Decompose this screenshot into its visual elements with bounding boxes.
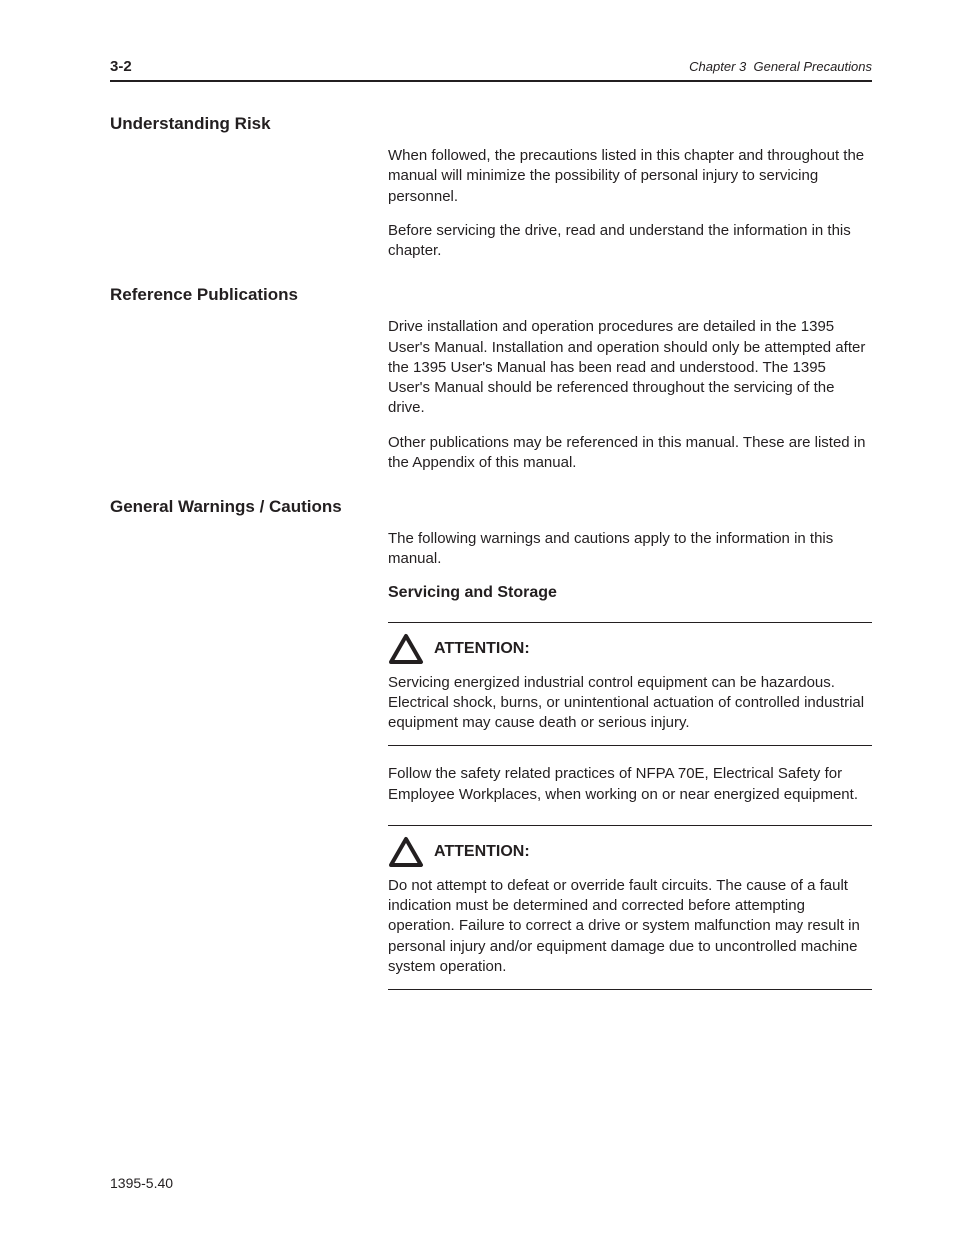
section-body-warnings: The following warnings and cautions appl…	[388, 529, 872, 990]
warning-triangle-icon	[388, 633, 424, 665]
warnings-mid-paragraph: Follow the safety related practices of N…	[388, 764, 872, 805]
attention-head-2: ATTENTION:	[388, 836, 872, 868]
section-heading-reference: Reference Publications	[110, 285, 872, 305]
section-body-risk: When followed, the precautions listed in…	[388, 146, 872, 261]
warnings-lead: The following warnings and cautions appl…	[388, 529, 872, 570]
reference-paragraph-1: Drive installation and operation procedu…	[388, 317, 872, 418]
reference-paragraph-2: Other publications may be referenced in …	[388, 433, 872, 474]
header-title: General Precautions	[753, 59, 872, 74]
warning-triangle-icon	[388, 836, 424, 868]
section-heading-warnings: General Warnings / Cautions	[110, 497, 872, 517]
subheading-servicing: Servicing and Storage	[388, 584, 872, 602]
page-number-top: 3-2	[110, 58, 132, 75]
page-content: 3-2 Chapter 3 General Precautions Unders…	[110, 58, 872, 1008]
attention-text-1: Servicing energized industrial control e…	[388, 673, 872, 734]
section-heading-risk: Understanding Risk	[110, 114, 872, 134]
attention-box-2: ATTENTION: Do not attempt to defeat or o…	[388, 825, 872, 990]
attention-text-2: Do not attempt to defeat or override fau…	[388, 876, 872, 977]
attention-label-2: ATTENTION:	[434, 843, 530, 861]
risk-paragraph-1: When followed, the precautions listed in…	[388, 146, 872, 207]
risk-paragraph-2: Before servicing the drive, read and und…	[388, 221, 872, 262]
attention-head-1: ATTENTION:	[388, 633, 872, 665]
header-right: Chapter 3 General Precautions	[689, 59, 872, 74]
attention-box-1: ATTENTION: Servicing energized industria…	[388, 622, 872, 747]
header-chapter: Chapter 3	[689, 59, 746, 74]
footer-doc-number: 1395-5.40	[110, 1175, 173, 1191]
header-bar: 3-2 Chapter 3 General Precautions	[110, 58, 872, 82]
section-body-reference: Drive installation and operation procedu…	[388, 317, 872, 473]
attention-label-1: ATTENTION:	[434, 640, 530, 658]
